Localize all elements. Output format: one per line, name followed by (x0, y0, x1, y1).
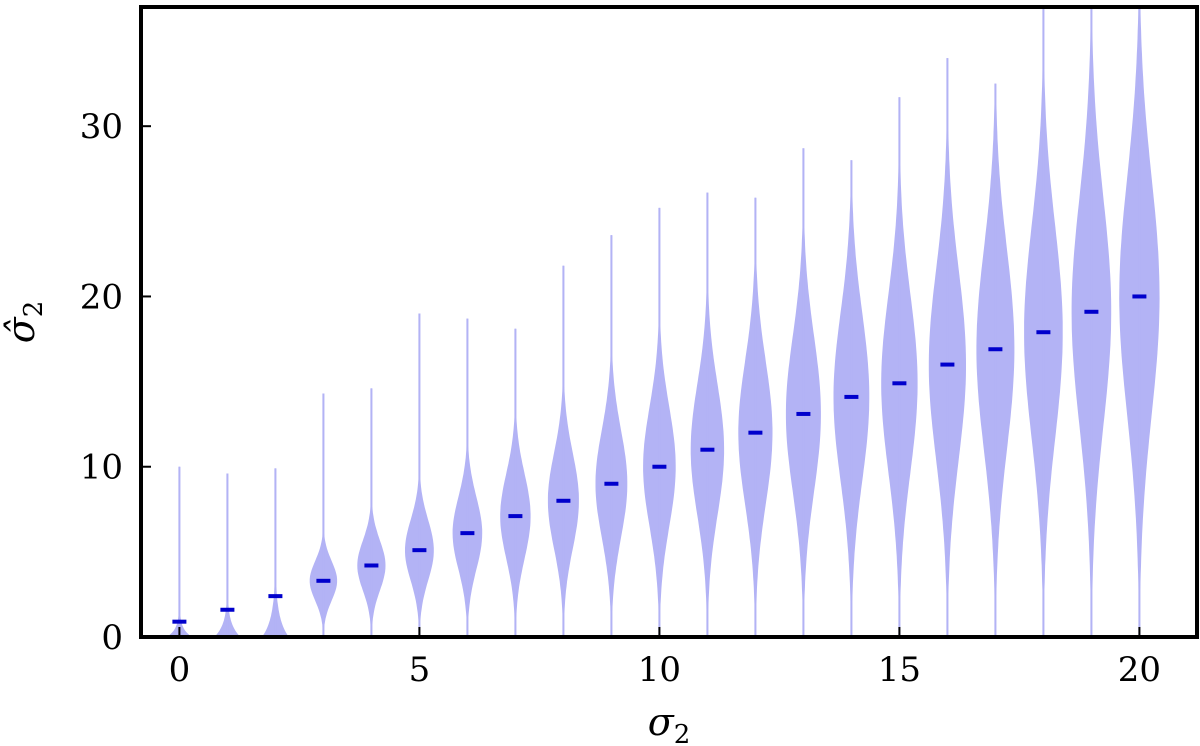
median-marker-12 (748, 430, 763, 435)
y-tick-label-3: 30 (80, 107, 123, 147)
median-marker-9 (604, 481, 619, 486)
y-axis-label: σ̂2 (0, 301, 49, 344)
median-marker-10 (652, 464, 667, 469)
median-marker-11 (700, 447, 715, 452)
median-marker-3 (316, 578, 331, 583)
y-tick-label-2: 20 (80, 277, 123, 317)
median-marker-1 (220, 607, 235, 612)
plot-frame (139, 5, 1199, 639)
medians-layer (172, 294, 1147, 624)
x-tick-label-3: 15 (878, 650, 921, 690)
median-marker-5 (412, 548, 427, 553)
violins-layer (166, 7, 1160, 638)
x-tick-label-1: 5 (409, 650, 431, 690)
median-marker-2 (268, 594, 283, 599)
median-marker-0 (172, 619, 187, 624)
median-marker-20 (1132, 294, 1147, 299)
median-marker-16 (940, 362, 955, 367)
x-axis-label: σ2 (648, 700, 691, 746)
median-marker-13 (796, 411, 811, 416)
median-marker-6 (460, 531, 475, 536)
median-marker-7 (508, 514, 523, 519)
x-tick-label-0: 0 (169, 650, 191, 690)
y-tick-label-1: 10 (80, 448, 123, 488)
median-marker-18 (1036, 330, 1051, 335)
median-marker-19 (1084, 309, 1099, 314)
y-tick-label-0: 0 (101, 618, 123, 658)
x-tick-label-4: 20 (1118, 650, 1161, 690)
ticks-layer: 0 5 10 15 20 0 10 20 30 (80, 107, 1161, 690)
median-marker-17 (988, 347, 1003, 352)
x-tick-label-2: 10 (638, 650, 681, 690)
median-marker-15 (892, 381, 907, 386)
median-marker-8 (556, 498, 571, 503)
median-marker-4 (364, 563, 379, 568)
median-marker-14 (844, 394, 859, 399)
